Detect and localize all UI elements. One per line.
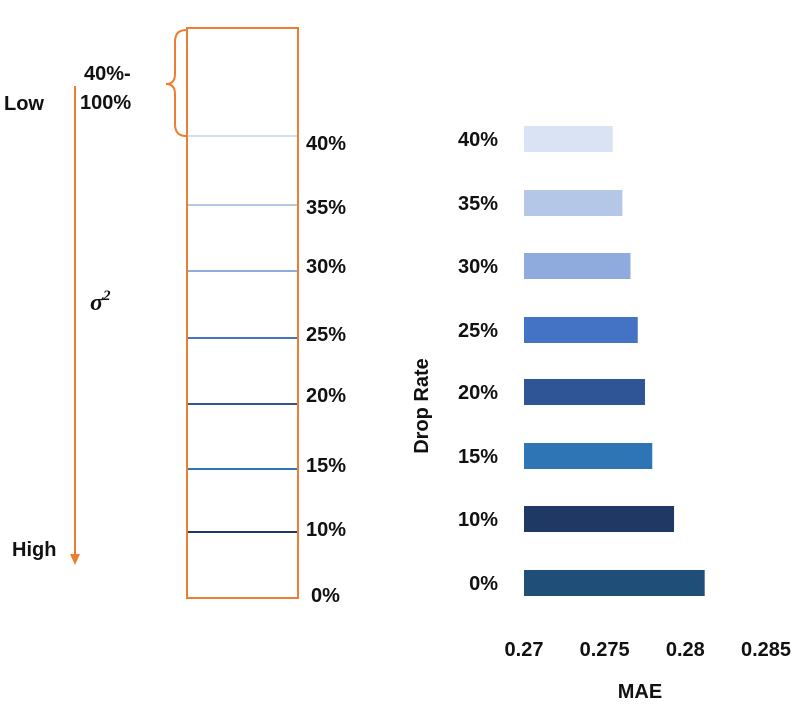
bracket-brace (165, 29, 187, 137)
variance-symbol: σ2 (90, 288, 111, 316)
y-tick-label: 20% (458, 382, 498, 404)
variance-high-label: High (12, 539, 56, 561)
drop-rate-box (186, 27, 299, 599)
x-tick-label: 0.27 (505, 639, 544, 661)
y-tick-label: 0% (469, 573, 498, 595)
bracket-label-top: 40%- (84, 63, 131, 85)
x-tick-label: 0.275 (580, 639, 630, 661)
level-label: 0% (311, 585, 340, 607)
level-label: 15% (306, 455, 346, 477)
bar (524, 253, 631, 279)
y-tick-label: 35% (458, 193, 498, 215)
bar (524, 570, 705, 596)
y-tick-label: 25% (458, 320, 498, 342)
x-tick-label: 0.28 (666, 639, 705, 661)
y-tick-label: 15% (458, 446, 498, 468)
level-label: 35% (306, 197, 346, 219)
variance-low-label: Low (4, 93, 44, 115)
bar (524, 317, 638, 343)
bar (524, 379, 645, 405)
bracket-label-bottom: 100% (80, 92, 131, 114)
variance-exponent: 2 (102, 288, 111, 304)
level-lines: 40% 35% 30% 25% 20% 15% 10% 0% (188, 133, 346, 607)
y-tick-label: 40% (458, 129, 498, 151)
level-label: 25% (306, 324, 346, 346)
x-tick-label: 0.285 (741, 639, 791, 661)
bar (524, 126, 613, 152)
y-axis-label: Drop Rate (411, 358, 433, 454)
level-label: 40% (306, 133, 346, 155)
y-tick-label: 30% (458, 256, 498, 278)
y-tick-label: 10% (458, 509, 498, 531)
x-axis-label: MAE (618, 681, 662, 703)
bar (524, 443, 653, 469)
variance-arrow-head (70, 554, 80, 565)
variance-arrow (70, 86, 80, 565)
bar-chart: 40% 35% 30% 25% 20% 15% 10% 0% (458, 126, 705, 596)
variance-sigma: σ (90, 290, 104, 316)
level-label: 30% (306, 256, 346, 278)
bar (524, 190, 623, 216)
level-label: 20% (306, 385, 346, 407)
bar (524, 506, 675, 532)
level-label: 10% (306, 519, 346, 541)
x-axis-ticks: 0.27 0.275 0.28 0.285 (505, 639, 792, 661)
